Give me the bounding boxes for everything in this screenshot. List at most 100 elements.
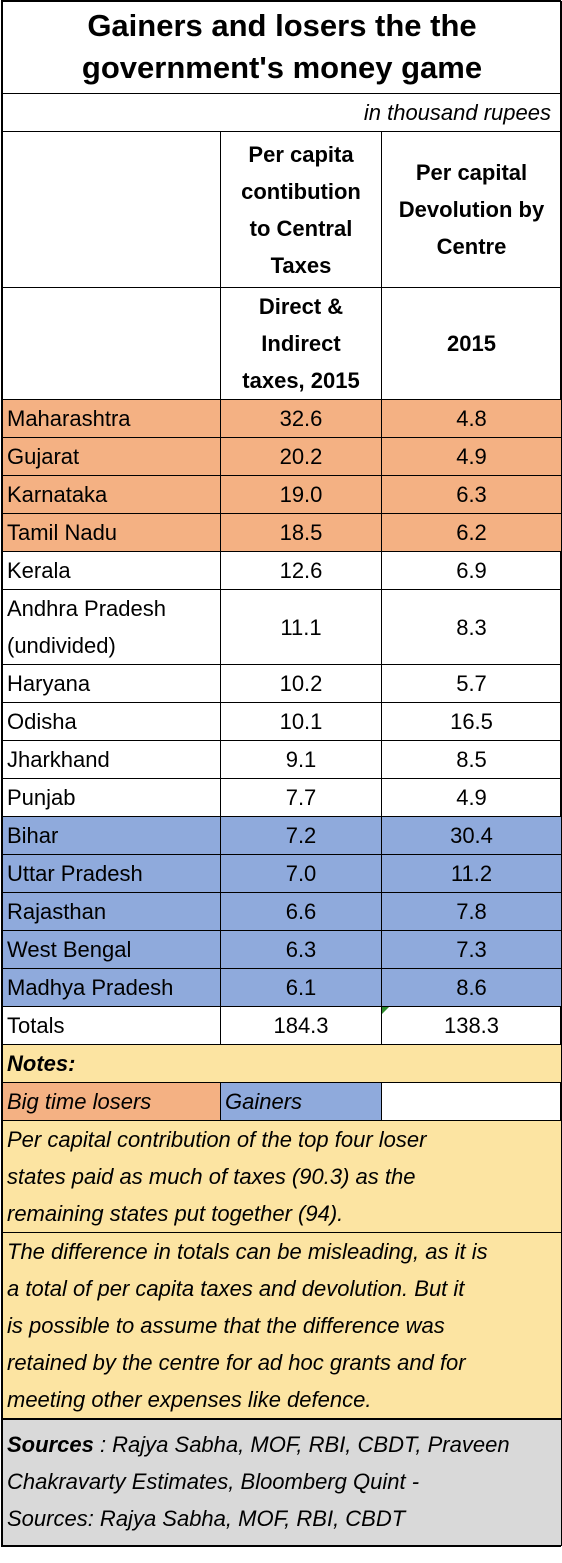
contribution-value: 7.0 bbox=[220, 854, 382, 893]
note-2-line-3: is possible to assume that the differenc… bbox=[7, 1313, 445, 1338]
state-name: Rajasthan bbox=[2, 892, 221, 931]
subheader-blank-cell bbox=[2, 287, 221, 400]
subheader-contribution-line-2: Indirect bbox=[261, 331, 341, 356]
state-name: West Bengal bbox=[2, 930, 221, 969]
devolution-value: 4.8 bbox=[381, 399, 562, 438]
totals-devolution-value: 138.3 bbox=[443, 1013, 500, 1038]
devolution-value: 16.5 bbox=[381, 702, 562, 741]
state-name: Kerala bbox=[2, 551, 221, 590]
devolution-value: 7.8 bbox=[381, 892, 562, 931]
devolution-value: 8.3 bbox=[381, 589, 562, 665]
contribution-value: 7.7 bbox=[220, 778, 382, 817]
contribution-value: 7.2 bbox=[220, 816, 382, 855]
contribution-value: 20.2 bbox=[220, 437, 382, 476]
table-row: Tamil Nadu 18.5 6.2 bbox=[2, 513, 562, 552]
contribution-value: 6.6 bbox=[220, 892, 382, 931]
header-contribution: Per capita contibution to Central Taxes bbox=[220, 131, 382, 288]
note-1: Per capital contribution of the top four… bbox=[2, 1120, 562, 1233]
state-name-line-1: Andhra Pradesh bbox=[7, 596, 166, 621]
state-name: Maharashtra bbox=[2, 399, 221, 438]
header-contribution-line-1: Per capita bbox=[248, 141, 354, 167]
note-1-line-2: states paid as much of taxes (90.3) as t… bbox=[7, 1164, 416, 1189]
totals-row: Totals 184.3 138.3 bbox=[2, 1006, 562, 1045]
sources-line-3: Sources: Rajya Sabha, MOF, RBI, CBDT bbox=[7, 1506, 406, 1531]
subheader-contribution-line-3: taxes, 2015 bbox=[242, 368, 360, 393]
subheader-devolution: 2015 bbox=[381, 287, 562, 400]
devolution-value: 5.7 bbox=[381, 664, 562, 703]
unit-row: in thousand rupees bbox=[2, 93, 562, 132]
header-devolution-line-2: Devolution by bbox=[398, 197, 545, 222]
notes-title: Notes: bbox=[2, 1044, 562, 1083]
notes-title-row: Notes: bbox=[2, 1044, 562, 1083]
state-name: Punjab bbox=[2, 778, 221, 817]
note-2-line-5: meeting other expenses like defence. bbox=[7, 1387, 372, 1412]
state-rows: Maharashtra 32.6 4.8 Gujarat 20.2 4.9 Karnatak… bbox=[2, 399, 562, 1007]
state-name: Odisha bbox=[2, 702, 221, 741]
state-name: Tamil Nadu bbox=[2, 513, 221, 552]
state-name-line-1: Uttar Pradesh bbox=[7, 861, 143, 886]
table-row: Madhya Pradesh 6.1 8.6 bbox=[2, 968, 562, 1007]
title-line-2: government's money game bbox=[81, 50, 483, 85]
state-name-line-1: Maharashtra bbox=[7, 406, 131, 431]
note-1-line-1: Per capital contribution of the top four… bbox=[7, 1127, 427, 1152]
totals-contribution: 184.3 bbox=[220, 1006, 382, 1045]
devolution-value: 30.4 bbox=[381, 816, 562, 855]
header-contribution-line-4: Taxes bbox=[270, 252, 332, 278]
unit-label: in thousand rupees bbox=[2, 93, 562, 132]
legend-losers: Big time losers bbox=[2, 1082, 221, 1121]
sources-line-1-text: : Rajya Sabha, MOF, RBI, CBDT, Praveen bbox=[93, 1432, 510, 1457]
note-2-line-4: retained by the centre for ad hoc grants… bbox=[7, 1350, 466, 1375]
state-name: Haryana bbox=[2, 664, 221, 703]
table-row: Punjab 7.7 4.9 bbox=[2, 778, 562, 817]
legend-row: Big time losers Gainers bbox=[2, 1082, 562, 1121]
sources-row: Sources : Rajya Sabha, MOF, RBI, CBDT, P… bbox=[2, 1418, 562, 1546]
table-row: Odisha 10.1 16.5 bbox=[2, 702, 562, 741]
table-row: Bihar 7.2 30.4 bbox=[2, 816, 562, 855]
table-row: Maharashtra 32.6 4.8 bbox=[2, 399, 562, 438]
header-contribution-line-3: to Central bbox=[249, 215, 353, 241]
state-name-line-1: Rajasthan bbox=[7, 899, 107, 924]
state-name-line-2: (undivided) bbox=[7, 633, 116, 658]
state-name: Jharkhand bbox=[2, 740, 221, 779]
note-2-line-1: The difference in totals can be misleadi… bbox=[7, 1239, 488, 1264]
header-contribution-line-2: contibution bbox=[241, 178, 361, 204]
state-name: Andhra Pradesh (undivided) bbox=[2, 589, 221, 665]
devolution-value: 4.9 bbox=[381, 778, 562, 817]
page-title: Gainers and losers the the government's … bbox=[2, 1, 562, 94]
note-1-line-3: remaining states put together (94). bbox=[7, 1201, 344, 1226]
title-line-1: Gainers and losers the the bbox=[87, 8, 477, 43]
contribution-value: 10.1 bbox=[220, 702, 382, 741]
contribution-value: 9.1 bbox=[220, 740, 382, 779]
contribution-value: 19.0 bbox=[220, 475, 382, 514]
subheader-contribution: Direct & Indirect taxes, 2015 bbox=[220, 287, 382, 400]
note-2: The difference in totals can be misleadi… bbox=[2, 1232, 562, 1420]
contribution-value: 11.1 bbox=[220, 589, 382, 665]
devolution-value: 6.9 bbox=[381, 551, 562, 590]
header-row: Per capita contibution to Central Taxes … bbox=[2, 131, 562, 288]
contribution-value: 6.3 bbox=[220, 930, 382, 969]
contribution-value: 18.5 bbox=[220, 513, 382, 552]
state-name-line-1: Karnataka bbox=[7, 482, 108, 507]
state-name-line-1: Madhya Pradesh bbox=[7, 975, 174, 1000]
state-name-line-1: Odisha bbox=[7, 709, 77, 734]
table-row: Gujarat 20.2 4.9 bbox=[2, 437, 562, 476]
header-devolution: Per capital Devolution by Centre bbox=[381, 131, 562, 288]
note-2-line-2: a total of per capita taxes and devoluti… bbox=[7, 1276, 465, 1301]
contribution-value: 12.6 bbox=[220, 551, 382, 590]
state-name: Madhya Pradesh bbox=[2, 968, 221, 1007]
table-row: Andhra Pradesh (undivided) 11.1 8.3 bbox=[2, 589, 562, 665]
cell-comment-marker-icon bbox=[382, 1007, 389, 1014]
title-row: Gainers and losers the the government's … bbox=[2, 1, 562, 94]
note1-row: Per capital contribution of the top four… bbox=[2, 1120, 562, 1233]
totals-devolution: 138.3 bbox=[381, 1006, 562, 1045]
devolution-value: 6.2 bbox=[381, 513, 562, 552]
sources-line-1: Sources : Rajya Sabha, MOF, RBI, CBDT, P… bbox=[7, 1426, 557, 1463]
contribution-value: 32.6 bbox=[220, 399, 382, 438]
header-blank-cell bbox=[2, 131, 221, 288]
state-name: Gujarat bbox=[2, 437, 221, 476]
state-name-line-1: Jharkhand bbox=[7, 747, 110, 772]
note2-row: The difference in totals can be misleadi… bbox=[2, 1232, 562, 1420]
legend-blank-cell bbox=[381, 1082, 562, 1121]
state-name: Uttar Pradesh bbox=[2, 854, 221, 893]
